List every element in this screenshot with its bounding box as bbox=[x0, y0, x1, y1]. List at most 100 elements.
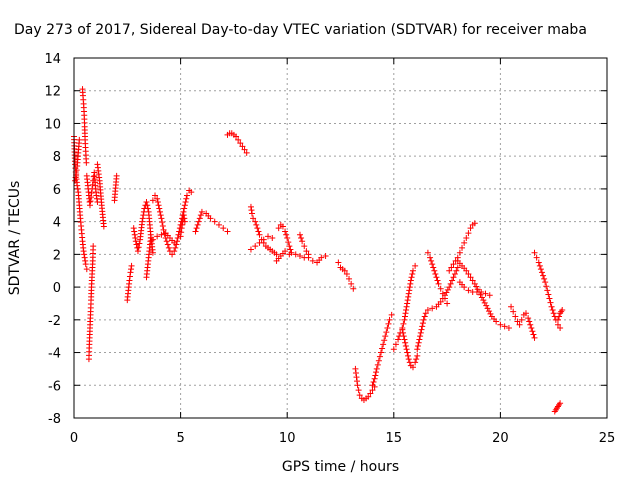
data-point bbox=[143, 199, 150, 205]
data-point bbox=[375, 357, 382, 364]
data-point bbox=[403, 303, 410, 310]
data-point bbox=[459, 244, 466, 251]
data-point bbox=[437, 285, 444, 292]
data-point bbox=[461, 239, 468, 246]
data-point bbox=[178, 229, 185, 236]
data-point bbox=[480, 297, 487, 304]
data-point bbox=[144, 205, 151, 212]
data-point bbox=[477, 291, 484, 298]
data-point bbox=[405, 356, 412, 363]
data-point bbox=[86, 202, 93, 209]
data-point bbox=[352, 370, 359, 376]
data-point bbox=[412, 262, 419, 269]
data-point bbox=[132, 235, 139, 241]
data-point bbox=[420, 316, 427, 323]
data-point bbox=[335, 259, 342, 266]
data-point bbox=[149, 197, 156, 204]
data-point bbox=[154, 199, 161, 205]
data-point bbox=[82, 261, 89, 268]
data-point bbox=[275, 225, 282, 232]
data-point bbox=[392, 341, 399, 348]
data-point bbox=[451, 271, 458, 277]
data-point bbox=[461, 284, 468, 291]
data-point bbox=[481, 299, 488, 306]
data-point bbox=[403, 307, 410, 313]
data-point bbox=[554, 316, 561, 323]
data-point bbox=[128, 266, 135, 273]
data-point bbox=[413, 356, 420, 363]
data-point bbox=[256, 231, 263, 238]
data-point bbox=[384, 325, 391, 331]
data-point bbox=[437, 298, 444, 305]
data-point bbox=[401, 316, 408, 323]
data-point bbox=[171, 239, 178, 246]
data-point bbox=[250, 215, 257, 222]
data-point bbox=[373, 369, 380, 376]
data-point bbox=[557, 325, 564, 331]
data-point bbox=[285, 239, 292, 246]
data-point bbox=[282, 228, 289, 235]
data-point bbox=[456, 249, 463, 256]
data-point bbox=[467, 225, 474, 232]
data-point bbox=[181, 202, 188, 209]
data-point bbox=[74, 185, 81, 192]
data-point bbox=[471, 280, 478, 287]
data-point bbox=[152, 192, 159, 199]
data-point bbox=[163, 238, 170, 245]
data-point bbox=[299, 238, 306, 245]
data-point bbox=[365, 393, 372, 400]
data-point bbox=[292, 251, 299, 258]
data-point bbox=[439, 290, 446, 297]
data-point bbox=[414, 352, 421, 359]
data-point bbox=[156, 208, 163, 215]
data-point bbox=[305, 251, 312, 258]
data-point bbox=[131, 228, 138, 235]
data-point bbox=[126, 273, 133, 280]
data-point bbox=[550, 310, 557, 317]
data-point bbox=[181, 218, 188, 225]
data-point bbox=[422, 310, 429, 317]
data-point bbox=[237, 140, 244, 147]
data-point bbox=[471, 220, 478, 227]
data-point bbox=[81, 251, 88, 258]
data-point bbox=[197, 212, 204, 219]
y-axis-label: SDTVAR / TECUs bbox=[7, 181, 23, 296]
data-point bbox=[379, 345, 386, 352]
data-point bbox=[407, 277, 414, 284]
data-point bbox=[405, 290, 412, 297]
data-point bbox=[355, 387, 362, 394]
data-point bbox=[400, 329, 407, 336]
data-point bbox=[159, 223, 166, 229]
data-point bbox=[540, 272, 547, 279]
data-point bbox=[155, 202, 162, 209]
data-point bbox=[417, 329, 424, 336]
data-point bbox=[127, 269, 134, 276]
data-point bbox=[131, 231, 138, 238]
data-point bbox=[400, 333, 407, 340]
data-point bbox=[171, 248, 178, 255]
data-point bbox=[215, 221, 222, 228]
data-point bbox=[161, 230, 168, 237]
data-point bbox=[159, 219, 166, 226]
data-point bbox=[545, 291, 552, 298]
data-point bbox=[269, 235, 276, 241]
data-point bbox=[404, 349, 411, 356]
data-point bbox=[255, 228, 262, 235]
data-point bbox=[559, 307, 566, 313]
data-point bbox=[128, 262, 135, 269]
data-point bbox=[73, 167, 80, 174]
data-point bbox=[444, 300, 451, 307]
data-point bbox=[287, 246, 294, 253]
data-point bbox=[81, 254, 88, 261]
data-point bbox=[82, 257, 89, 264]
data-point bbox=[156, 205, 163, 212]
data-point bbox=[383, 329, 390, 336]
data-point bbox=[418, 326, 425, 333]
y-tick-label: 8 bbox=[53, 150, 61, 165]
data-point bbox=[249, 210, 256, 217]
data-point bbox=[417, 333, 424, 340]
data-point bbox=[87, 198, 94, 205]
y-tick-label: 4 bbox=[53, 216, 61, 231]
data-point bbox=[467, 274, 474, 281]
